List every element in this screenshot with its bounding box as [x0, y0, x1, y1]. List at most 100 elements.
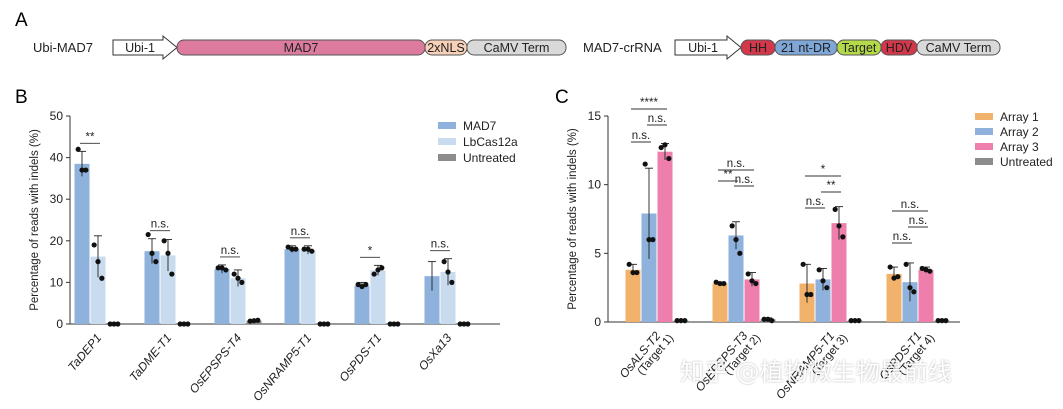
significance-label: n.s. — [151, 219, 170, 231]
data-point — [666, 155, 672, 162]
data-point — [317, 321, 323, 327]
legend-swatch — [975, 158, 993, 165]
x-tick-label: TaDME-T1 — [127, 331, 175, 384]
data-point — [235, 275, 241, 281]
legend-label: Array 3 — [1000, 140, 1039, 154]
construct-mad7-part-label: Ubi-1 — [125, 41, 155, 55]
data-point — [642, 161, 648, 167]
construct-crrna-part-label: Target — [842, 41, 877, 55]
significance-label: n.s. — [221, 245, 240, 257]
significance-label: **** — [640, 97, 658, 109]
y-tick-label: 10 — [588, 178, 602, 192]
panel-letter-c: C — [555, 87, 569, 108]
data-point — [115, 321, 121, 327]
data-point — [808, 291, 814, 298]
significance-label: n.s. — [632, 130, 651, 142]
data-point — [75, 146, 81, 152]
y-tick-label: 5 — [594, 246, 601, 260]
legend-label: LbCas12a — [463, 135, 518, 149]
construct-mad7-promoter — [112, 34, 178, 61]
data-point — [745, 271, 751, 277]
data-point — [99, 275, 105, 281]
data-point — [181, 321, 187, 327]
data-point — [83, 167, 89, 173]
data-point — [219, 265, 225, 271]
bar — [354, 285, 370, 324]
bar — [300, 249, 316, 324]
significance-label: * — [821, 164, 826, 176]
significance-label: ** — [827, 180, 836, 192]
significance-label: n.s. — [901, 199, 920, 211]
data-point — [820, 278, 826, 284]
data-point — [630, 269, 636, 276]
significance-label: * — [368, 245, 373, 257]
data-point — [305, 246, 311, 252]
significance-label: n.s. — [431, 239, 450, 251]
data-point — [769, 318, 775, 324]
legend-label: MAD7 — [463, 119, 497, 133]
data-point — [145, 231, 151, 238]
construct-mad7-part-label: 2xNLS — [427, 41, 465, 55]
data-point — [379, 265, 385, 271]
bar — [370, 270, 386, 324]
data-point — [717, 280, 723, 287]
data-point — [800, 261, 806, 267]
data-point — [927, 268, 933, 274]
y-tick-label: 0 — [56, 317, 63, 331]
data-point — [935, 318, 941, 324]
data-point — [804, 291, 810, 298]
construct-diagrams: Ubi-MAD7 Ubi-1 MAD7 2xNLS CaMV Term MAD7-crRN… — [33, 34, 1001, 61]
significance-label: n.s. — [735, 174, 754, 186]
data-point — [457, 321, 463, 327]
data-point — [646, 237, 652, 243]
construct-crrna-part-label: HDV — [886, 41, 913, 55]
bar — [230, 278, 246, 324]
data-point — [911, 289, 917, 295]
panel-b-chart: 0 10 20 30 40 50 Percentage of reads with inde… — [29, 109, 518, 404]
data-point — [674, 318, 680, 324]
panel-letter-a: A — [15, 10, 28, 31]
y-tick-label: 15 — [588, 109, 602, 123]
data-point — [289, 246, 295, 252]
x-tick-label: OsEPSPS-T4 — [186, 331, 244, 396]
construct-crrna-part-label: HH — [749, 41, 767, 55]
data-point — [733, 237, 739, 243]
y-tick-label: 30 — [50, 192, 64, 206]
data-point — [359, 283, 365, 290]
construct-crrna-part-label: 21 nt-DR — [781, 41, 831, 55]
legend-label: Array 1 — [1000, 110, 1039, 124]
data-point — [309, 248, 315, 254]
construct-crrna-promoter — [674, 34, 742, 61]
data-point — [749, 278, 755, 284]
data-point — [895, 274, 901, 280]
data-point — [223, 267, 229, 273]
legend-label: Untreated — [463, 151, 516, 165]
data-point — [247, 318, 253, 324]
bar — [144, 251, 160, 324]
y-axis-title: Percentage of reads with indels (%) — [29, 129, 41, 311]
data-point — [729, 223, 735, 229]
data-point — [678, 318, 684, 324]
data-point — [461, 321, 467, 327]
legend-swatch — [975, 128, 993, 135]
x-tick-label: TaDEP1 — [65, 331, 104, 374]
construct-crrna-part-label: Ubi-1 — [688, 41, 718, 55]
data-point — [321, 321, 327, 327]
data-point — [153, 259, 159, 265]
data-point — [836, 223, 842, 229]
data-point — [737, 250, 743, 256]
x-tick-label: OsNRAMP5-T1 — [250, 331, 314, 404]
significance-label: ** — [724, 169, 733, 181]
data-point — [161, 238, 167, 244]
construct-crrna-part-label: CaMV Term — [926, 41, 992, 55]
data-point — [255, 317, 261, 323]
y-tick-label: 50 — [50, 109, 64, 123]
data-point — [395, 321, 401, 327]
bar — [744, 279, 760, 322]
data-point — [634, 269, 640, 276]
construct-mad7-part — [466, 39, 567, 56]
data-point — [91, 242, 97, 248]
data-point — [682, 318, 688, 324]
y-axis-title: Percentage of reads with indels (%) — [567, 128, 579, 310]
legend-swatch — [438, 154, 456, 161]
